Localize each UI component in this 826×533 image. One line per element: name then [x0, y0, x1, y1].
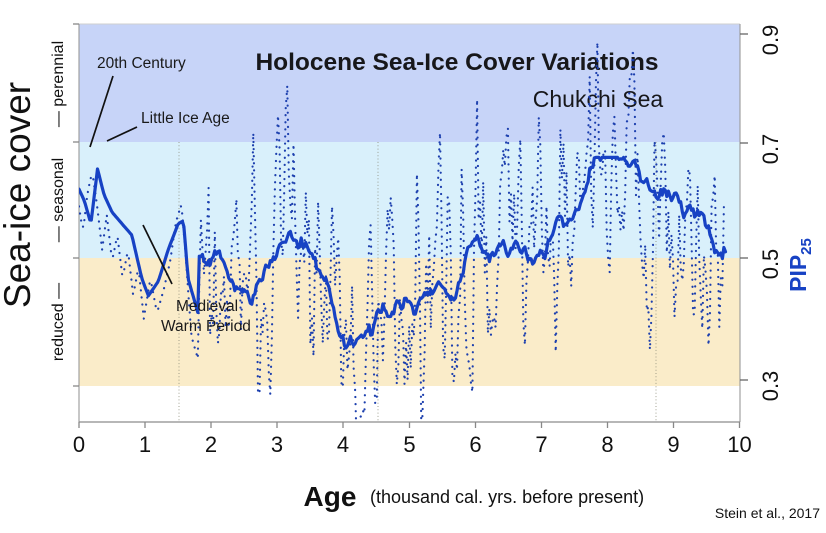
- svg-text:Little Ice Age: Little Ice Age: [141, 110, 230, 127]
- svg-text:0: 0: [73, 432, 85, 457]
- svg-text:1: 1: [139, 432, 151, 457]
- svg-text:— perennial: — perennial: [50, 41, 67, 127]
- svg-text:0.7: 0.7: [758, 134, 783, 165]
- svg-text:0.3: 0.3: [758, 371, 783, 402]
- svg-text:0.5: 0.5: [758, 249, 783, 280]
- svg-text:Medieval: Medieval: [176, 298, 238, 315]
- svg-text:7: 7: [535, 432, 547, 457]
- svg-text:— seasonal: — seasonal: [50, 158, 67, 243]
- svg-text:Sea-ice cover: Sea-ice cover: [0, 82, 38, 308]
- svg-text:8: 8: [601, 432, 613, 457]
- svg-text:(thousand cal. yrs. before pre: (thousand cal. yrs. before present): [370, 487, 644, 507]
- svg-text:9: 9: [667, 432, 679, 457]
- svg-text:Warm Period: Warm Period: [161, 318, 251, 335]
- svg-text:10: 10: [727, 432, 751, 457]
- svg-text:20th Century: 20th Century: [97, 55, 186, 72]
- svg-text:PIP25: PIP25: [785, 238, 815, 292]
- svg-text:0.9: 0.9: [758, 25, 783, 56]
- svg-text:Stein et al., 2017: Stein et al., 2017: [715, 505, 820, 521]
- svg-text:Age: Age: [304, 481, 357, 512]
- svg-text:6: 6: [469, 432, 481, 457]
- svg-text:4: 4: [337, 432, 349, 457]
- svg-text:reduced —: reduced —: [50, 283, 67, 361]
- svg-text:2: 2: [205, 432, 217, 457]
- svg-text:5: 5: [403, 432, 415, 457]
- svg-text:3: 3: [271, 432, 283, 457]
